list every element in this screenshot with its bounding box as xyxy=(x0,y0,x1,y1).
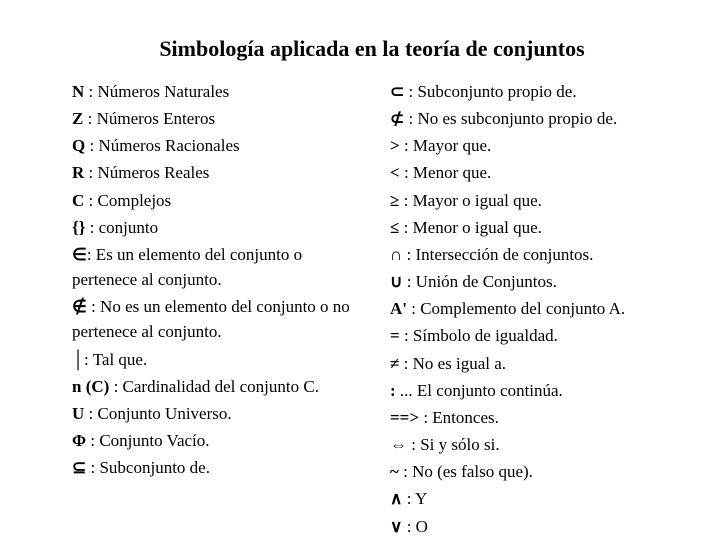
description: : Complejos xyxy=(84,191,171,210)
left-item: R : Números Reales xyxy=(72,160,360,185)
right-item: ∩ : Intersección de conjuntos. xyxy=(390,242,690,267)
description: : Unión de Conjuntos. xyxy=(402,272,556,291)
description: : Mayor que. xyxy=(400,136,492,155)
symbol: ∨ xyxy=(390,517,402,536)
left-item: C : Complejos xyxy=(72,188,360,213)
right-item: = : Símbolo de igualdad. xyxy=(390,323,690,348)
description: : Conjunto Vacío. xyxy=(86,431,209,450)
right-item: ∪ : Unión de Conjuntos. xyxy=(390,269,690,294)
symbol: Z xyxy=(72,109,83,128)
right-column: ⊂ : Subconjunto propio de.⊄ : No es subc… xyxy=(390,79,690,541)
left-item: ⊆ : Subconjunto de. xyxy=(72,455,360,480)
symbol: ≠ xyxy=(390,354,399,373)
symbol: ∉ xyxy=(72,297,87,316)
description: : conjunto xyxy=(85,218,158,237)
description: : Intersección de conjuntos. xyxy=(402,245,593,264)
description: : Menor o igual que. xyxy=(399,218,542,237)
right-item: > : Mayor que. xyxy=(390,133,690,158)
description: : Mayor o igual que. xyxy=(399,191,542,210)
symbol: ⊆ xyxy=(72,458,86,477)
description: : Números Enteros xyxy=(83,109,215,128)
symbol: ≤ xyxy=(390,218,399,237)
symbol: Φ xyxy=(72,431,86,450)
symbol: ∧ xyxy=(390,489,402,508)
description: : No es subconjunto propio de. xyxy=(404,109,617,128)
symbol: ∈ xyxy=(72,245,87,264)
symbol: ~ xyxy=(390,462,403,481)
left-item: ∈: Es un elemento del conjunto o pertene… xyxy=(72,242,360,292)
symbol: ⇔ xyxy=(390,435,407,454)
left-item: Φ : Conjunto Vacío. xyxy=(72,428,360,453)
symbol: ⊄ xyxy=(390,109,404,128)
symbol: │ xyxy=(72,350,84,369)
symbol: R xyxy=(72,163,84,182)
description: : Números Reales xyxy=(84,163,209,182)
right-item: ≥ : Mayor o igual que. xyxy=(390,188,690,213)
description: : Conjunto Universo. xyxy=(84,404,231,423)
symbol: ∪ xyxy=(390,272,402,291)
description: : Complemento del conjunto A. xyxy=(407,299,625,318)
right-item: : ... El conjunto continúa. xyxy=(390,378,690,403)
description: : Tal que. xyxy=(84,350,147,369)
right-item: ∧ : Y xyxy=(390,486,690,511)
symbol: ⊂ xyxy=(390,82,404,101)
description: : Números Racionales xyxy=(85,136,239,155)
symbol: = xyxy=(390,326,400,345)
content-columns: N : Números NaturalesZ : Números Enteros… xyxy=(72,79,672,541)
description: : Entonces. xyxy=(419,408,499,427)
right-item: ∨ : O xyxy=(390,514,690,539)
description: : O xyxy=(402,517,428,536)
symbol: > xyxy=(390,136,400,155)
symbol: U xyxy=(72,404,84,423)
right-item: ⊂ : Subconjunto propio de. xyxy=(390,79,690,104)
description: : Números Naturales xyxy=(84,82,229,101)
left-item: n (C) : Cardinalidad del conjunto C. xyxy=(72,374,360,399)
symbol: ==> xyxy=(390,408,419,427)
symbol: {} xyxy=(72,218,85,237)
right-item: A' : Complemento del conjunto A. xyxy=(390,296,690,321)
right-item: ~ : No (es falso que). xyxy=(390,459,690,484)
left-item: N : Números Naturales xyxy=(72,79,360,104)
left-item: │: Tal que. xyxy=(72,347,360,372)
right-item: ≤ : Menor o igual que. xyxy=(390,215,690,240)
symbol: C xyxy=(72,191,84,210)
symbol: N xyxy=(72,82,84,101)
left-item: {} : conjunto xyxy=(72,215,360,240)
description: : Cardinalidad del conjunto C. xyxy=(109,377,319,396)
right-item: ⊄ : No es subconjunto propio de. xyxy=(390,106,690,131)
description: ... El conjunto continúa. xyxy=(396,381,563,400)
description: : No es un elemento del conjunto o no pe… xyxy=(72,297,350,341)
left-column: N : Números NaturalesZ : Números Enteros… xyxy=(72,79,360,541)
description: : No es igual a. xyxy=(399,354,506,373)
symbol: ≥ xyxy=(390,191,399,210)
right-item: ≠ : No es igual a. xyxy=(390,351,690,376)
left-item: Z : Números Enteros xyxy=(72,106,360,131)
left-item: U : Conjunto Universo. xyxy=(72,401,360,426)
page-title: Simbología aplicada en la teoría de conj… xyxy=(72,32,672,65)
description: : Menor que. xyxy=(400,163,492,182)
right-item: ==> : Entonces. xyxy=(390,405,690,430)
left-item: Q : Números Racionales xyxy=(72,133,360,158)
description: : No (es falso que). xyxy=(403,462,533,481)
description: : Y xyxy=(402,489,427,508)
description: : Si y sólo si. xyxy=(407,435,500,454)
right-item: ⇔ : Si y sólo si. xyxy=(390,432,690,457)
symbol: < xyxy=(390,163,400,182)
symbol: n (C) xyxy=(72,377,109,396)
symbol: Q xyxy=(72,136,85,155)
description: : Subconjunto de. xyxy=(86,458,210,477)
symbol: A' xyxy=(390,299,407,318)
left-item: ∉ : No es un elemento del conjunto o no … xyxy=(72,294,360,344)
description: : Símbolo de igualdad. xyxy=(400,326,558,345)
description: : Subconjunto propio de. xyxy=(404,82,576,101)
symbol: ∩ xyxy=(390,245,402,264)
description: : Es un elemento del conjunto o pertenec… xyxy=(72,245,302,289)
right-item: < : Menor que. xyxy=(390,160,690,185)
